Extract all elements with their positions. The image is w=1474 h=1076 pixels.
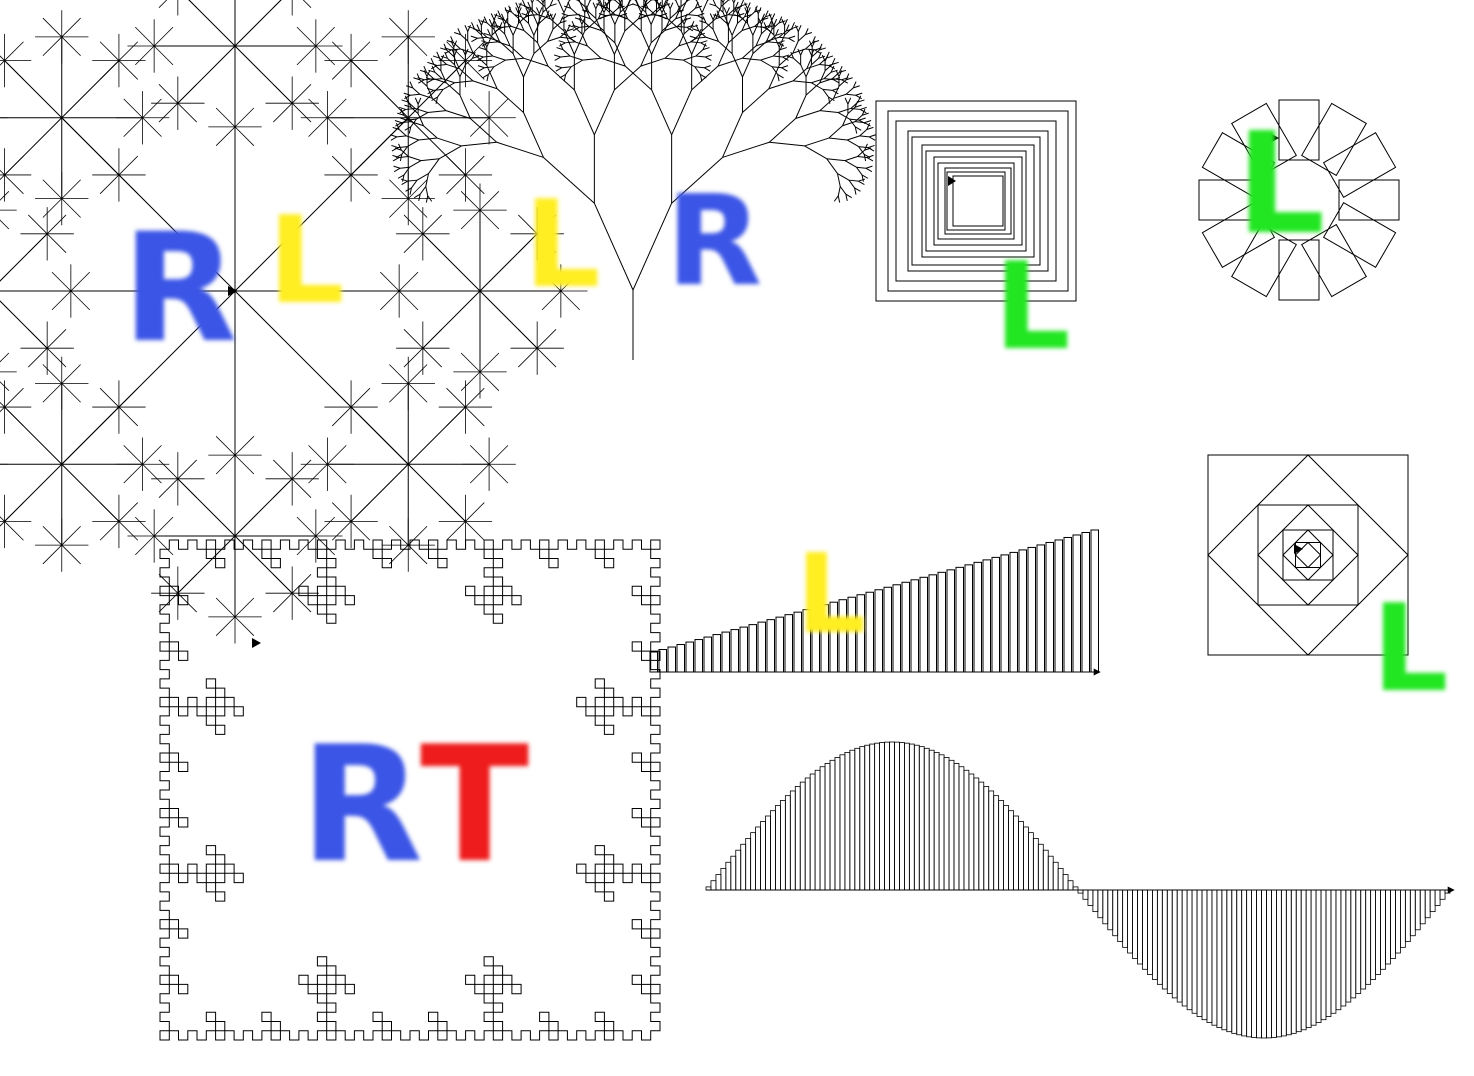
- asterisk-l-mark: L: [268, 192, 344, 331]
- ring-l-mark: L: [1236, 103, 1325, 266]
- diamond-l-mark: L: [1372, 580, 1448, 719]
- asterisk-fractal-drawing: [0, 0, 588, 644]
- square-spiral-drawing: [875, 100, 1077, 302]
- nested-diamond-squares-drawing: [1207, 454, 1409, 656]
- koch-t-mark: T: [420, 711, 529, 898]
- asterisk-r-mark: R: [122, 202, 238, 376]
- spiral-l-mark: L: [994, 238, 1070, 377]
- letter-marks: R L L R L L L L R T: [122, 103, 1448, 898]
- sine-wave-bars-drawing: [705, 741, 1455, 1039]
- bars-l-mark: L: [796, 530, 866, 658]
- tree-r-mark: R: [666, 169, 762, 314]
- bar-staircase-drawing: [649, 529, 1101, 676]
- fractal-tree-drawing: [390, 0, 876, 360]
- koch-r-mark: R: [300, 711, 423, 898]
- tree-l-mark: L: [524, 176, 600, 315]
- koch-snowflake-drawing: [159, 539, 661, 1041]
- ring-of-squares-drawing: [1198, 99, 1400, 301]
